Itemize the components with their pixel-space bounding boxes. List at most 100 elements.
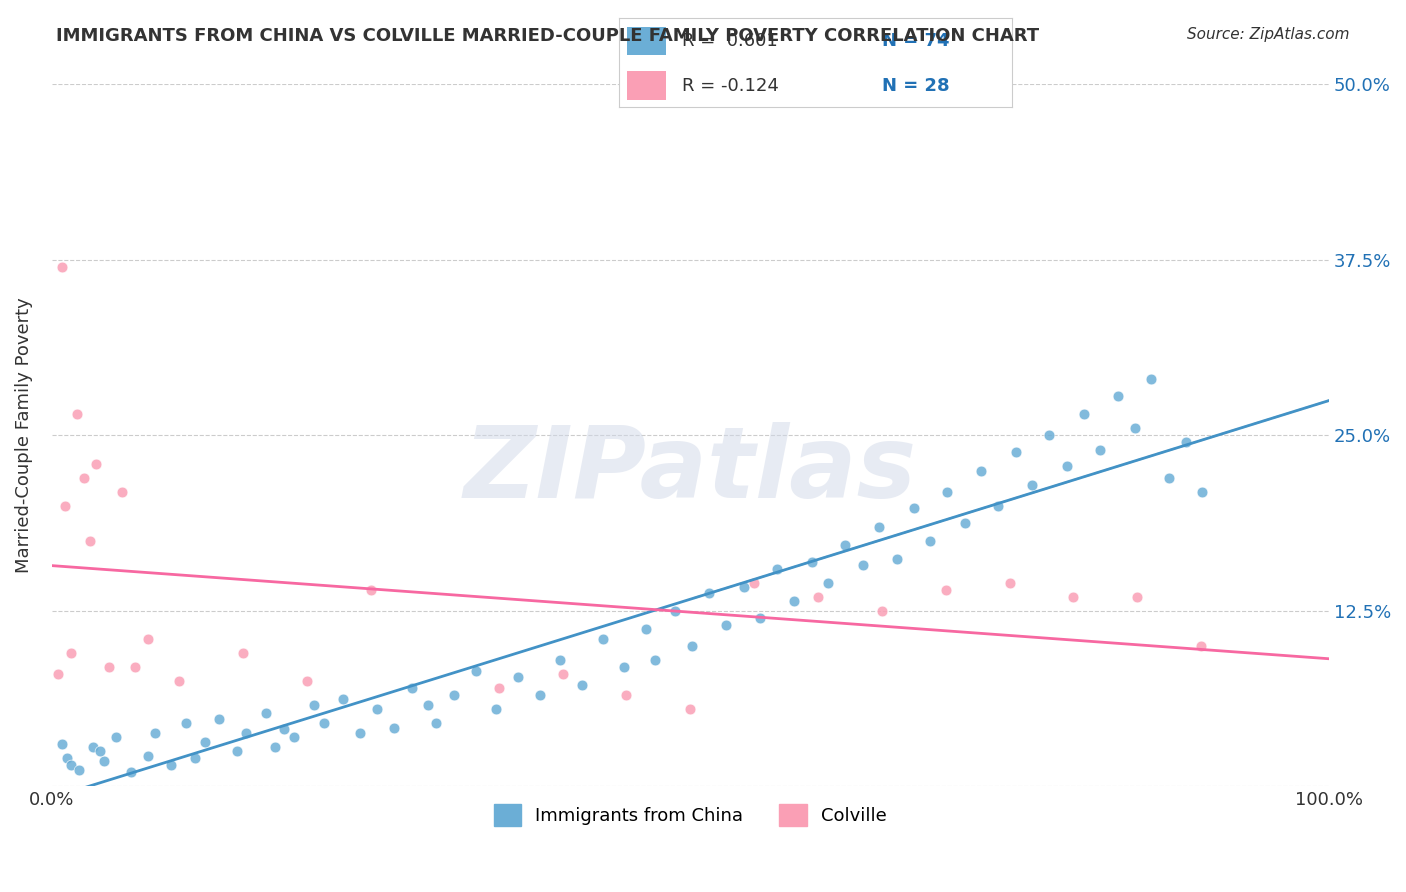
- Text: ZIPatlas: ZIPatlas: [464, 422, 917, 519]
- Point: [935, 582, 957, 597]
- Point: [998, 575, 1021, 590]
- Point: [232, 646, 254, 660]
- Point: [987, 499, 1010, 513]
- Point: [159, 758, 181, 772]
- Point: [59, 758, 82, 772]
- Point: [295, 674, 318, 689]
- Point: [111, 484, 134, 499]
- Point: [742, 575, 765, 590]
- Point: [208, 712, 231, 726]
- Point: [506, 670, 529, 684]
- Point: [903, 501, 925, 516]
- Point: [1056, 459, 1078, 474]
- Point: [800, 555, 823, 569]
- Point: [920, 533, 942, 548]
- Point: [67, 763, 90, 777]
- Point: [93, 754, 115, 768]
- Point: [749, 611, 772, 625]
- Point: [443, 688, 465, 702]
- Point: [59, 646, 82, 660]
- Point: [349, 726, 371, 740]
- Point: [104, 731, 127, 745]
- Point: [82, 740, 104, 755]
- Point: [970, 464, 993, 478]
- Point: [616, 688, 638, 702]
- Point: [868, 519, 890, 533]
- Point: [226, 744, 249, 758]
- Point: [852, 558, 875, 572]
- Point: [302, 698, 325, 712]
- Point: [1126, 590, 1149, 604]
- Point: [194, 734, 217, 748]
- Point: [89, 744, 111, 758]
- Point: [360, 582, 382, 597]
- Point: [174, 716, 197, 731]
- Point: [425, 716, 447, 731]
- Point: [551, 667, 574, 681]
- Point: [699, 585, 721, 599]
- Text: N = 28: N = 28: [883, 77, 950, 95]
- Point: [935, 484, 957, 499]
- Point: [79, 533, 101, 548]
- Text: N = 74: N = 74: [883, 32, 950, 50]
- Point: [46, 667, 69, 681]
- Point: [382, 721, 405, 735]
- Point: [783, 594, 806, 608]
- Point: [273, 722, 295, 736]
- Point: [51, 737, 73, 751]
- Point: [401, 681, 423, 696]
- Point: [1062, 590, 1084, 604]
- Point: [664, 604, 686, 618]
- Point: [56, 751, 79, 765]
- Point: [679, 702, 702, 716]
- Legend: Immigrants from China, Colville: Immigrants from China, Colville: [486, 797, 894, 834]
- FancyBboxPatch shape: [627, 71, 666, 100]
- Point: [886, 552, 908, 566]
- Point: [529, 688, 551, 702]
- Point: [254, 706, 277, 721]
- Point: [1140, 372, 1163, 386]
- Text: Source: ZipAtlas.com: Source: ZipAtlas.com: [1187, 27, 1350, 42]
- Point: [592, 632, 614, 646]
- Point: [66, 408, 89, 422]
- Point: [953, 516, 976, 530]
- Point: [1088, 442, 1111, 457]
- Point: [143, 726, 166, 740]
- Point: [120, 765, 142, 780]
- Point: [418, 698, 440, 712]
- Point: [312, 716, 335, 731]
- Point: [283, 731, 305, 745]
- Point: [613, 660, 636, 674]
- Point: [548, 653, 571, 667]
- Point: [1107, 389, 1129, 403]
- Point: [136, 748, 159, 763]
- Point: [169, 674, 191, 689]
- Point: [235, 726, 257, 740]
- Point: [571, 678, 593, 692]
- Text: IMMIGRANTS FROM CHINA VS COLVILLE MARRIED-COUPLE FAMILY POVERTY CORRELATION CHAR: IMMIGRANTS FROM CHINA VS COLVILLE MARRIE…: [56, 27, 1039, 45]
- Text: R =  0.601: R = 0.601: [682, 32, 778, 50]
- Point: [366, 702, 388, 716]
- Point: [464, 665, 486, 679]
- Point: [1189, 639, 1212, 653]
- Point: [1159, 470, 1181, 484]
- Point: [488, 681, 510, 696]
- Point: [1073, 408, 1095, 422]
- Point: [1174, 435, 1197, 450]
- Point: [73, 470, 96, 484]
- Point: [124, 660, 146, 674]
- Point: [1005, 445, 1028, 459]
- Point: [817, 575, 839, 590]
- Point: [807, 590, 830, 604]
- Point: [681, 639, 703, 653]
- Point: [634, 622, 657, 636]
- Point: [136, 632, 159, 646]
- Point: [834, 538, 856, 552]
- Point: [870, 604, 893, 618]
- Point: [733, 580, 755, 594]
- FancyBboxPatch shape: [627, 27, 666, 55]
- Point: [332, 692, 354, 706]
- Point: [1123, 421, 1146, 435]
- Point: [485, 702, 508, 716]
- Point: [86, 457, 108, 471]
